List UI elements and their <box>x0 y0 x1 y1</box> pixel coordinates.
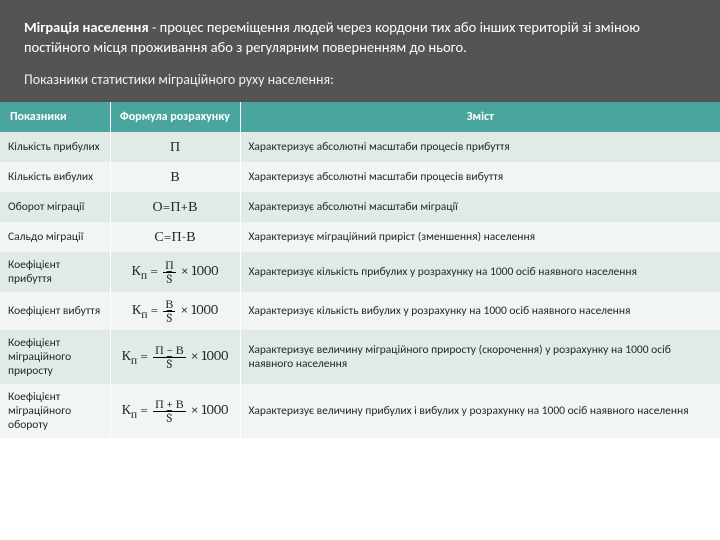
definition: Міграція населення - процес переміщення … <box>24 18 696 57</box>
table-row: Оборот міграціїО=П+ВХарактеризує абсолют… <box>0 192 720 222</box>
cell-formula: В <box>110 162 240 192</box>
cell-formula: С=П-В <box>110 222 240 252</box>
col-header-desc: Зміст <box>240 102 720 132</box>
cell-formula: Кп = ВS × 1000 <box>110 292 240 330</box>
cell-name: Коефіцієнт міграційного приросту <box>0 330 110 384</box>
definition-term: Міграція населення <box>24 18 149 36</box>
table-row: Коефіцієнт вибуттяКп = ВS × 1000Характер… <box>0 292 720 330</box>
cell-name: Кількість вибулих <box>0 162 110 192</box>
cell-formula: Кп = ПS × 1000 <box>110 252 240 292</box>
cell-desc: Характеризує величину міграційного приро… <box>240 330 720 384</box>
cell-desc: Характеризує абсолютні масштаби міграції <box>240 192 720 222</box>
cell-formula: П <box>110 132 240 162</box>
cell-desc: Характеризує кількість вибулих у розраху… <box>240 292 720 330</box>
cell-name: Кількість прибулих <box>0 132 110 162</box>
cell-formula: Кп = П − ВS × 1000 <box>110 330 240 384</box>
indicators-table: Показники Формула розрахунку Зміст Кільк… <box>0 102 720 438</box>
cell-name: Сальдо міграції <box>0 222 110 252</box>
table-row: Коефіцієнт міграційного приростуКп = П −… <box>0 330 720 384</box>
cell-formula: О=П+В <box>110 192 240 222</box>
col-header-formula: Формула розрахунку <box>110 102 240 132</box>
col-header-name: Показники <box>0 102 110 132</box>
slide-header: Міграція населення - процес переміщення … <box>0 0 720 102</box>
table-row: Коефіцієнт прибуттяКп = ПS × 1000Характе… <box>0 252 720 292</box>
cell-desc: Характеризує кількість прибулих у розрах… <box>240 252 720 292</box>
cell-name: Коефіцієнт прибуття <box>0 252 110 292</box>
cell-name: Коефіцієнт вибуття <box>0 292 110 330</box>
cell-desc: Характеризує абсолютні масштаби процесів… <box>240 162 720 192</box>
subtitle: Показники статистики міграційного руху н… <box>24 71 696 88</box>
cell-name: Оборот міграції <box>0 192 110 222</box>
cell-name: Коефіцієнт міграційного обороту <box>0 384 110 438</box>
cell-formula: Кп = П + ВS × 1000 <box>110 384 240 438</box>
table-row: Кількість прибулихПХарактеризує абсолютн… <box>0 132 720 162</box>
table-row: Кількість вибулихВХарактеризує абсолютні… <box>0 162 720 192</box>
table-row: Сальдо міграціїС=П-ВХарактеризує міграці… <box>0 222 720 252</box>
table-row: Коефіцієнт міграційного оборотуКп = П + … <box>0 384 720 438</box>
cell-desc: Характеризує абсолютні масштаби процесів… <box>240 132 720 162</box>
cell-desc: Характеризує міграційний приріст (зменше… <box>240 222 720 252</box>
cell-desc: Характеризує величину прибулих і вибулих… <box>240 384 720 438</box>
